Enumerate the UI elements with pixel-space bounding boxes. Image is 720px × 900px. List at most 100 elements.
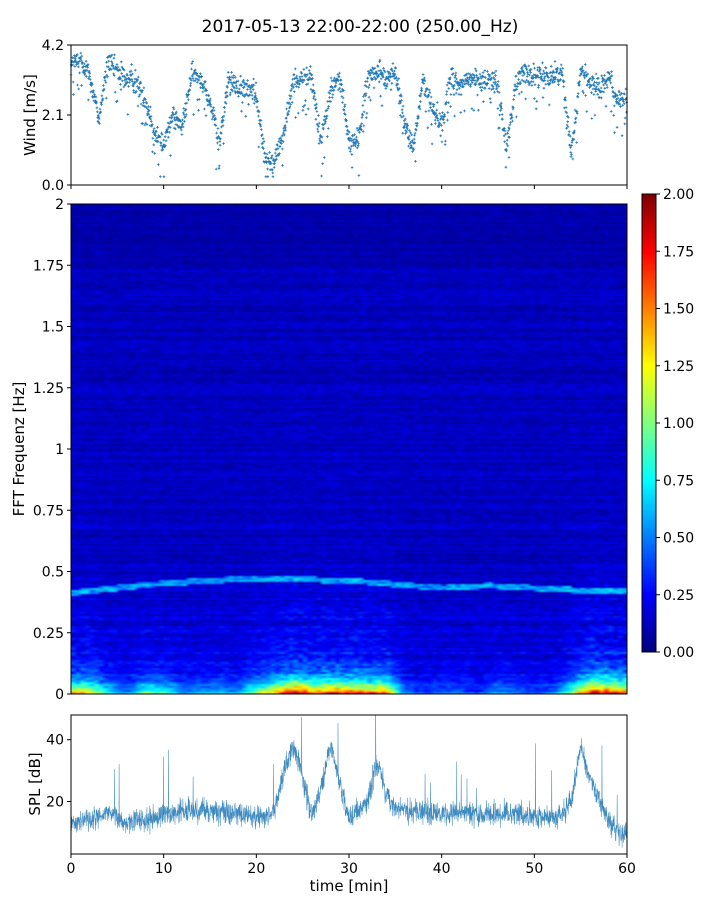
wind-point [156,140,160,143]
wind-point [315,106,318,109]
wind-point [441,111,444,114]
wind-point [609,110,613,113]
wind-point [324,120,327,124]
wind-point [547,76,550,79]
wind-point [452,87,455,90]
wind-point [87,77,90,80]
wind-point [262,147,265,150]
wind-point [314,118,318,121]
wind-point [587,80,591,84]
wind-point [334,84,337,88]
wind-point [182,107,185,110]
wind-point [445,90,449,93]
spl-ytick-label: 20 [46,794,64,810]
wind-point [302,105,305,108]
wind-point [203,107,206,111]
wind-point [449,105,452,108]
wind-point [559,67,562,71]
colorbar-tick-label: 1.50 [663,302,694,318]
wind-point [402,114,405,118]
wind-point [419,94,422,98]
wind-point [329,100,333,103]
wind-y-ticks: 0.0 2.1 4.2 [42,38,71,194]
wind-point [381,71,384,75]
wind-point [359,125,362,128]
wind-point [614,93,618,96]
wind-point [363,99,367,102]
wind-point [215,131,218,135]
wind-point [529,71,532,74]
wind-point [342,89,345,92]
wind-point [382,67,385,70]
wind-point [525,78,528,82]
wind-point [331,96,334,99]
wind-point [107,65,110,69]
wind-point [365,111,369,115]
wind-point [615,126,619,129]
wind-point [553,80,556,84]
wind-point [527,83,531,87]
wind-point [597,76,600,80]
wind-point [597,87,600,91]
wind-point [600,96,603,100]
wind-point [451,67,455,70]
wind-point [247,84,251,87]
wind-point [538,67,542,71]
wind-point [305,66,308,70]
wind-point [231,84,235,88]
wind-point [227,80,231,84]
wind-point [602,90,606,94]
wind-point [120,72,123,75]
wind-point [605,86,609,89]
wind-point [107,59,110,63]
wind-point [277,153,280,157]
wind-point [434,122,437,125]
spl-xtick-label: 10 [155,861,173,877]
wind-point [496,90,499,93]
wind-point [88,72,92,75]
wind-point [482,100,485,103]
wind-point [270,154,274,157]
wind-point [390,67,393,71]
wind-point [151,137,155,140]
wind-point [145,101,148,105]
wind-point [505,138,509,142]
wind-point [463,109,466,113]
wind-point [476,93,479,97]
wind-point [397,102,401,105]
wind-point [596,93,599,96]
wind-point [112,66,115,70]
wind-point [242,78,245,82]
wind-point [128,81,131,84]
wind-point [81,61,84,64]
wind-point [99,110,102,114]
wind-point [583,76,586,80]
wind-point [118,68,122,72]
wind-point [180,128,183,132]
wind-point [567,115,570,119]
wind-point [216,141,219,145]
spl-xtick-label: 30 [340,861,358,877]
wind-point [433,110,436,114]
wind-point [517,92,521,96]
wind-point [336,88,340,92]
wind-point [404,129,408,132]
wind-point [184,108,188,111]
wind-point [217,167,221,170]
wind-point [385,84,389,88]
wind-point [412,148,415,151]
wind-point [441,129,444,132]
wind-point [363,92,366,96]
wind-point [214,124,218,127]
wind-point [253,91,257,95]
wind-point [139,81,143,85]
wind-point [338,71,341,75]
wind-point [209,97,212,101]
wind-point [574,116,578,120]
wind-point [548,81,552,85]
wind-point [304,75,308,78]
wind-point [196,98,199,102]
wind-point [318,121,321,125]
wind-point [405,125,408,129]
wind-point [300,75,304,78]
